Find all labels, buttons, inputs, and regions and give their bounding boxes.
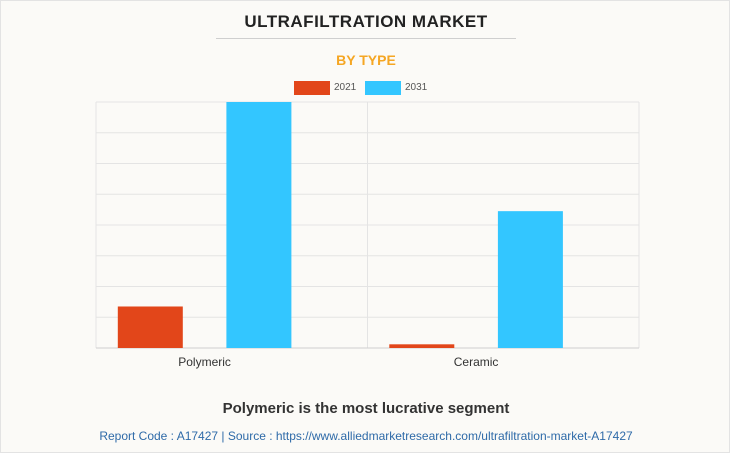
chart-title: ULTRAFILTRATION MARKET [244, 12, 488, 31]
x-tick-label: Polymeric [178, 355, 231, 369]
chart-legend: 2021 2031 [1, 80, 730, 96]
report-source-link[interactable]: Report Code : A17427 | Source : https://… [99, 429, 633, 443]
bar-polymeric-2031 [226, 102, 292, 348]
bar-polymeric-2021 [117, 306, 183, 348]
legend-label-2031: 2031 [405, 82, 428, 93]
legend-label-2021: 2021 [334, 82, 357, 93]
bar-ceramic-2031 [497, 211, 563, 348]
legend-swatch-2031 [365, 81, 401, 95]
chart-subtitle: BY TYPE [336, 52, 396, 68]
legend-swatch-2021 [294, 81, 330, 95]
chart-headline: Polymeric is the most lucrative segment [222, 400, 510, 417]
bar-ceramic-2021 [389, 344, 455, 348]
title-divider [216, 38, 516, 39]
x-tick-label: Ceramic [454, 355, 499, 369]
